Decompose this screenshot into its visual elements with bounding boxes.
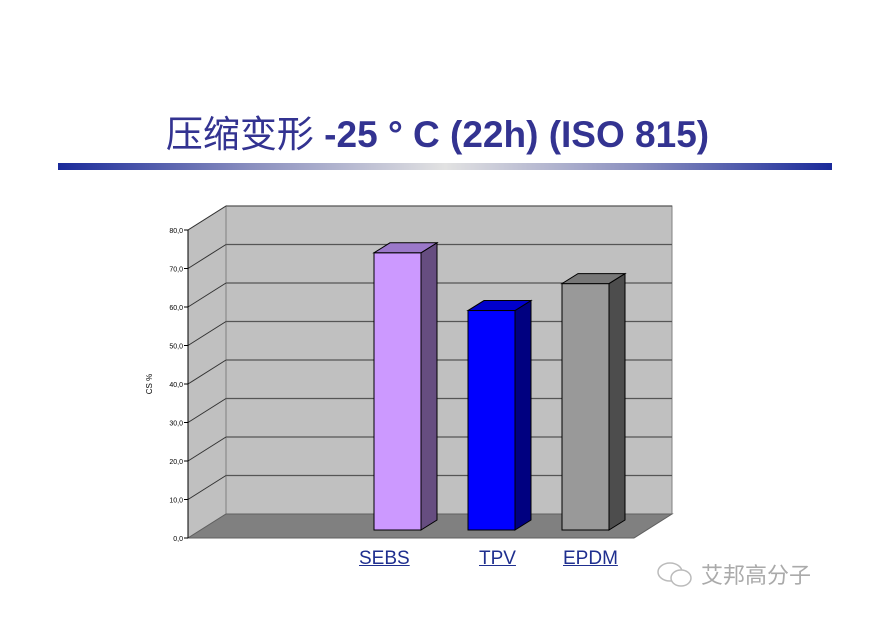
y-tick-label: 10,0 <box>169 498 183 505</box>
category-label-tpv[interactable]: TPV <box>479 548 516 569</box>
wechat-icon <box>657 562 692 587</box>
gridline-side <box>187 282 227 308</box>
gridline-side <box>187 321 227 346</box>
gridline-side <box>187 244 227 269</box>
bar-side-sebs <box>420 241 438 531</box>
category-label-epdm[interactable]: EPDM <box>563 548 618 569</box>
gridline-side <box>187 359 227 385</box>
bar-side-epdm <box>608 272 626 531</box>
bar-top-sebs <box>372 242 439 254</box>
bar-front-tpv <box>467 310 516 531</box>
title-divider <box>58 163 832 170</box>
bar-top-tpv <box>466 300 533 312</box>
category-label-sebs[interactable]: SEBS <box>359 548 410 569</box>
gridline-side <box>187 205 227 231</box>
gridline-side <box>187 398 227 423</box>
bar-side-tpv <box>514 299 532 531</box>
watermark-text: 艾邦高分子 <box>701 564 812 589</box>
bar-front-epdm <box>561 283 610 531</box>
slide-title: 压缩变形 -25 ° C (22h) (ISO 815) <box>0 104 875 158</box>
y-axis-label: CS % <box>145 374 154 394</box>
title-cn: 压缩变形 <box>165 113 314 156</box>
y-tick-label: 50,0 <box>169 344 183 351</box>
y-tick-label: 70,0 <box>169 267 183 274</box>
floor <box>186 513 674 539</box>
gridline-side <box>187 436 227 462</box>
title-en: -25 ° C (22h) (ISO 815) <box>313 114 710 155</box>
bar-front-sebs <box>373 252 422 531</box>
y-tick-label: 80,0 <box>169 228 183 235</box>
y-tick-label: 30,0 <box>169 421 183 428</box>
watermark: 艾邦高分子 <box>655 558 811 590</box>
gridline-side <box>187 475 227 500</box>
y-tick-label: 0,0 <box>173 536 183 543</box>
y-tick-label: 40,0 <box>169 382 183 389</box>
y-tick-label: 20,0 <box>169 459 183 466</box>
y-tick-label: 60,0 <box>169 305 183 312</box>
bar-top-epdm <box>560 273 627 285</box>
